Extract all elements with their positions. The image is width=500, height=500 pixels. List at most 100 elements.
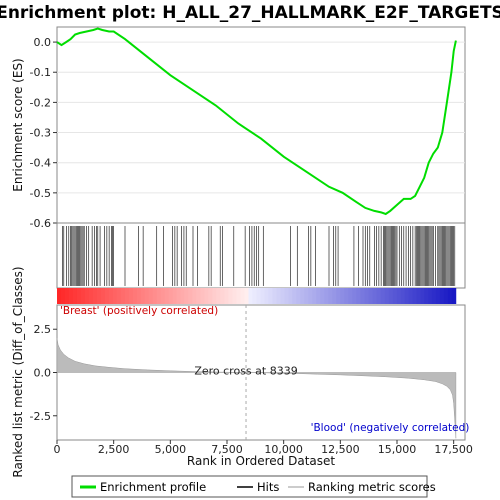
color-bar-segment [435,288,441,304]
rank-color-bar [57,288,457,304]
color-bar-segment [376,288,381,304]
color-bar-segment [140,288,146,304]
color-bar-segment [451,288,457,304]
color-bar-segment [352,288,357,304]
x-tick-label: 5,000 [155,443,187,456]
color-bar-segment [284,288,289,304]
hit-markers [62,226,456,286]
legend-hits-label: Hits [257,480,279,494]
color-bar-segment [447,288,453,304]
color-bar-segment [120,288,126,304]
color-bar-segment [100,288,106,304]
color-bar-segment [439,288,445,304]
color-bar-segment [328,288,333,304]
color-bar-segment [408,288,413,304]
color-bar-segment [428,288,433,304]
es-y-tick-label: -0.2 [30,96,51,109]
es-y-tick-label: 0.0 [34,36,52,49]
color-bar-segment [132,288,138,304]
color-bar-segment [176,288,181,304]
color-bar-segment [348,288,353,304]
positive-class-label: 'Breast' (positively correlated) [60,305,218,317]
color-bar-segment [256,288,261,304]
color-bar-segment [324,288,329,304]
color-bar-segment [148,288,154,304]
color-bar-segment [424,288,429,304]
metric-y-axis-title: Ranked list metric (Diff_of_Classes) [11,266,25,477]
color-bar-segment [280,288,285,304]
color-bar-segment [320,288,325,304]
color-bar-segment [384,288,389,304]
x-tick-label: 2,500 [98,443,130,456]
x-tick-label: 7,500 [211,443,243,456]
x-tick-label: 15,000 [378,443,417,456]
color-bar-segment [412,288,417,304]
color-bar-segment [80,288,86,304]
enrichment-profile-line [56,27,457,216]
color-bar-segment [276,288,281,304]
color-bar-segment [108,288,114,304]
color-bar-segment [272,288,277,304]
color-bar-segment [336,288,341,304]
color-bar-segment [96,288,102,304]
x-tick-label: 0 [54,443,61,456]
x-tick-label: 17,500 [434,443,473,456]
color-bar-segment [124,288,130,304]
color-bar-segment [236,288,241,304]
color-bar-segment [92,288,98,304]
color-bar-segment [392,288,397,304]
color-bar-segment [240,288,245,304]
color-bar-segment [332,288,337,304]
es-panel-frame [56,26,466,224]
color-bar-segment [380,288,385,304]
color-bar-segment [252,288,257,304]
metric-y-ticks: 2.5 0.0 -2.5 [30,323,57,423]
color-bar-segment [316,288,321,304]
color-bar-segment [60,288,66,304]
color-bar-segment [88,288,94,304]
color-bar-segment [300,288,305,304]
color-bar-segment [144,288,150,304]
color-bar-segment [156,288,162,304]
color-bar-segment [68,288,74,304]
color-bar-segment [264,288,269,304]
color-bar-segment [340,288,345,304]
metric-y-tick-label: -2.5 [30,410,51,423]
color-bar-segment [192,288,197,304]
color-bar-segment [224,288,229,304]
color-bar-segment [136,288,142,304]
color-bar-segment [72,288,78,304]
legend-enrichment-label: Enrichment profile [100,480,206,494]
color-bar-segment [220,288,225,304]
color-bar-segment [404,288,409,304]
color-bar-segment [200,288,205,304]
color-bar-segment [372,288,377,304]
color-bar-segment [76,288,82,304]
color-bar-segment [112,288,118,304]
x-tick-label: 10,000 [264,443,303,456]
negative-class-label: 'Blood' (negatively correlated) [311,422,470,434]
zero-cross-label: Zero cross at 8339 [194,365,297,378]
color-bar-segment [84,288,90,304]
color-bar-segment [416,288,421,304]
color-bar-segment [188,288,193,304]
color-bar-segment [288,288,293,304]
color-bar-segment [64,288,70,304]
es-y-tick-label: -0.1 [30,66,51,79]
color-bar-segment [116,288,122,304]
color-bar-segment [212,288,217,304]
color-bar-segment [364,288,369,304]
ranking-metric-area [56,337,457,439]
color-bar-segment [292,288,297,304]
color-bar-segment [304,288,309,304]
color-bar-segment [168,288,173,304]
chart-title: Enrichment plot: H_ALL_27_HALLMARK_E2F_T… [0,3,500,23]
x-axis-ticks: 0 2,500 5,000 7,500 10,000 12,500 15,000 17,500 [54,440,473,456]
color-bar-segment [260,288,265,304]
color-bar-segment [443,288,449,304]
color-bar-segment [431,288,437,304]
legend-metric-label: Ranking metric scores [308,480,436,494]
color-bar-segment [368,288,373,304]
color-bar-segment [228,288,233,304]
